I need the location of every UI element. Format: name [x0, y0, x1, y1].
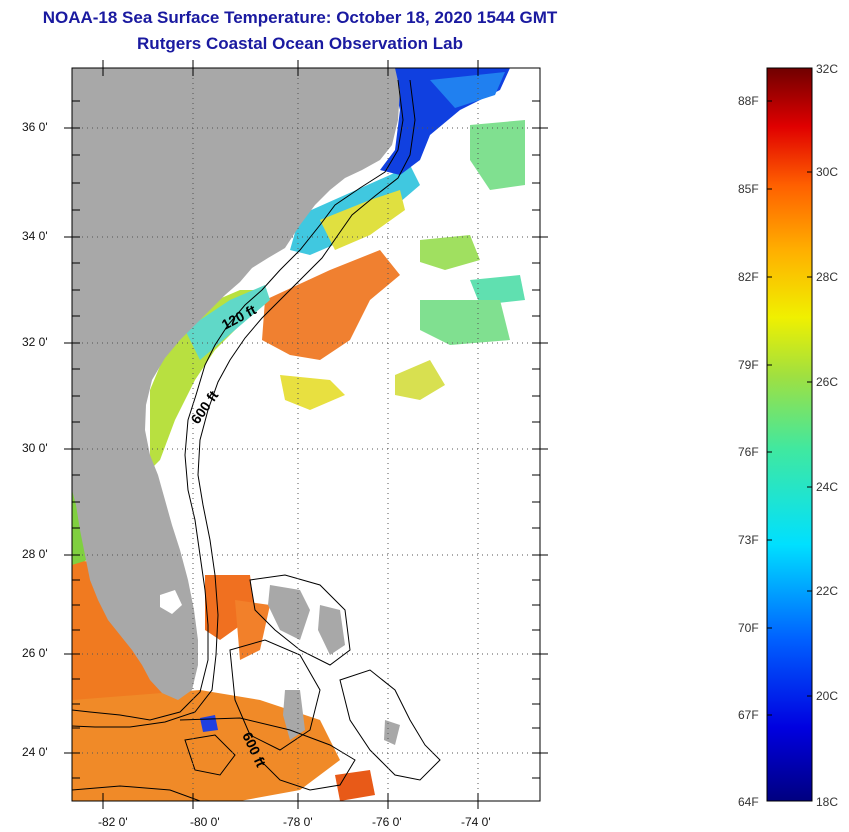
lon-label-78: -78 0' [283, 815, 313, 829]
colorbar-c-32: 32C [816, 62, 839, 76]
map-title: NOAA-18 Sea Surface Temperature: October… [42, 8, 558, 27]
colorbar [766, 67, 813, 802]
map-ticks [64, 60, 548, 809]
colorbar-f-64: 64F [738, 795, 759, 809]
lon-label-82: -82 0' [98, 815, 128, 829]
map-gridlines [72, 68, 540, 801]
lon-label-80: -80 0' [190, 815, 220, 829]
colorbar-c-22: 22C [816, 584, 839, 598]
lat-label-24: 24 0' [22, 745, 48, 759]
lat-label-28: 28 0' [22, 547, 48, 561]
map-frame [71, 67, 541, 802]
colorbar-c-24: 24C [816, 480, 839, 494]
map-subtitle: Rutgers Coastal Ocean Observation Lab [137, 34, 463, 53]
lat-label-30: 30 0' [22, 441, 48, 455]
lat-label-32: 32 0' [22, 335, 48, 349]
lat-label-36: 36 0' [22, 120, 48, 134]
colorbar-f-76: 76F [738, 445, 759, 459]
colorbar-c-26: 26C [816, 375, 839, 389]
colorbar-f-79: 79F [738, 358, 759, 372]
lat-label-26: 26 0' [22, 646, 48, 660]
colorbar-f-70: 70F [738, 621, 759, 635]
lat-label-34: 34 0' [22, 229, 48, 243]
colorbar-c-28: 28C [816, 270, 839, 284]
colorbar-ticks [767, 100, 812, 716]
colorbar-f-88: 88F [738, 94, 759, 108]
colorbar-f-73: 73F [738, 533, 759, 547]
colorbar-f-82: 82F [738, 270, 759, 284]
colorbar-c-20: 20C [816, 689, 839, 703]
lon-label-76: -76 0' [372, 815, 402, 829]
land-mass [72, 68, 400, 700]
colorbar-c-18: 18C [816, 795, 839, 809]
lon-label-74: -74 0' [461, 815, 491, 829]
colorbar-f-85: 85F [738, 182, 759, 196]
colorbar-f-67: 67F [738, 708, 759, 722]
colorbar-c-30: 30C [816, 165, 839, 179]
